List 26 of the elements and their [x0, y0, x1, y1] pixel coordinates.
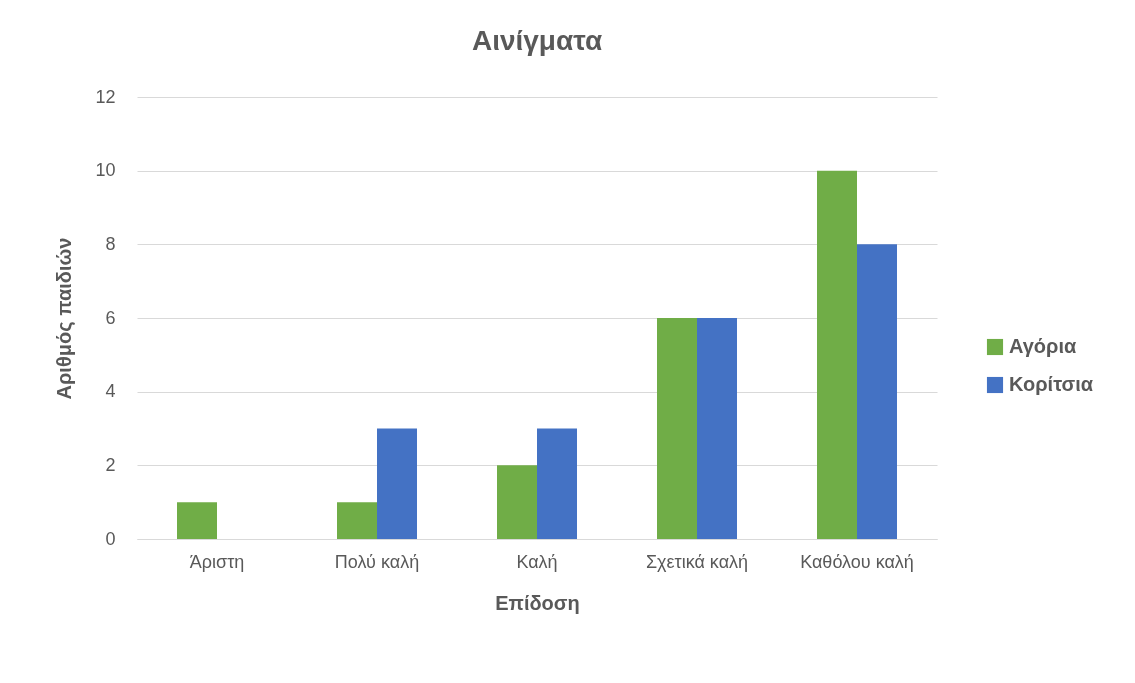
x-axis-title: Επίδοση [495, 591, 580, 614]
x-tick-label: Σχετικά καλή [645, 551, 749, 572]
bar [857, 244, 897, 539]
bar [177, 502, 217, 539]
x-tick-label: Άριστη [189, 551, 245, 572]
y-tick-label: 10 [95, 160, 116, 181]
bar [537, 428, 577, 539]
y-tick-label: 12 [95, 86, 116, 107]
x-tick-label: Καλή [516, 551, 558, 572]
y-axis-title: Αριθμός παιδιών [53, 237, 76, 400]
y-tick-label: 2 [105, 454, 116, 475]
bar [817, 170, 857, 539]
bar [377, 428, 417, 539]
y-tick-label: 4 [105, 381, 116, 402]
y-tick-label: 0 [105, 528, 116, 549]
y-tick-label: 8 [105, 233, 116, 254]
bar [657, 318, 697, 539]
legend-label: Κορίτσια [1009, 373, 1094, 395]
bar [697, 318, 737, 539]
x-tick-label: Καθόλου καλή [800, 551, 914, 572]
y-tick-label: 6 [105, 307, 116, 328]
chart-title: Αινίγματα [471, 25, 603, 56]
bar [497, 465, 537, 539]
bar [337, 502, 377, 539]
x-tick-label: Πολύ καλή [334, 551, 420, 572]
legend-label: Αγόρια [1009, 335, 1077, 357]
